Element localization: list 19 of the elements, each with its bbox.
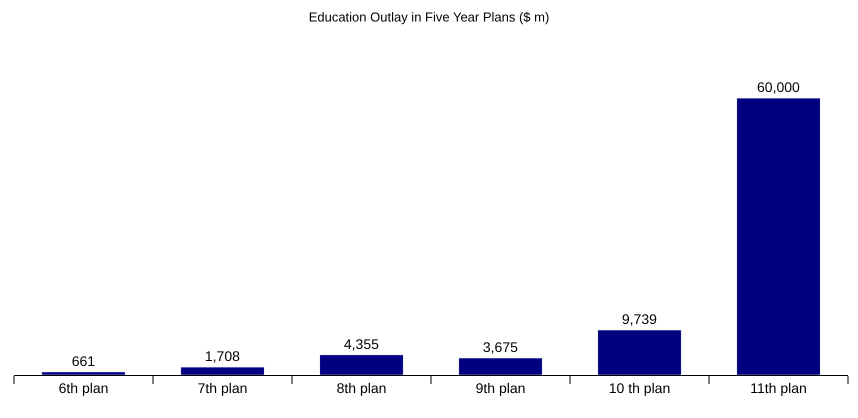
bar: [598, 330, 682, 375]
bar: [736, 98, 820, 375]
x-tick-label: 9th plan: [476, 380, 526, 396]
chart-title: Education Outlay in Five Year Plans ($ m): [308, 10, 550, 25]
x-tick-label: 10 th plan: [608, 380, 670, 396]
bar: [320, 354, 404, 375]
bar: [458, 358, 542, 375]
x-tick-label: 7th plan: [198, 380, 248, 396]
bar: [42, 372, 126, 375]
x-tick-label: 6th plan: [58, 380, 108, 396]
data-label: 661: [72, 352, 96, 369]
x-tick-label: 11th plan: [750, 380, 807, 396]
data-label: 4,355: [344, 336, 380, 352]
x-tick-label: 8th plan: [336, 380, 386, 396]
data-label: 9,739: [622, 311, 658, 328]
data-label: 60,000: [756, 79, 800, 96]
data-label: 3,675: [482, 339, 518, 356]
bar: [180, 366, 264, 375]
data-label: 1,708: [204, 348, 240, 364]
